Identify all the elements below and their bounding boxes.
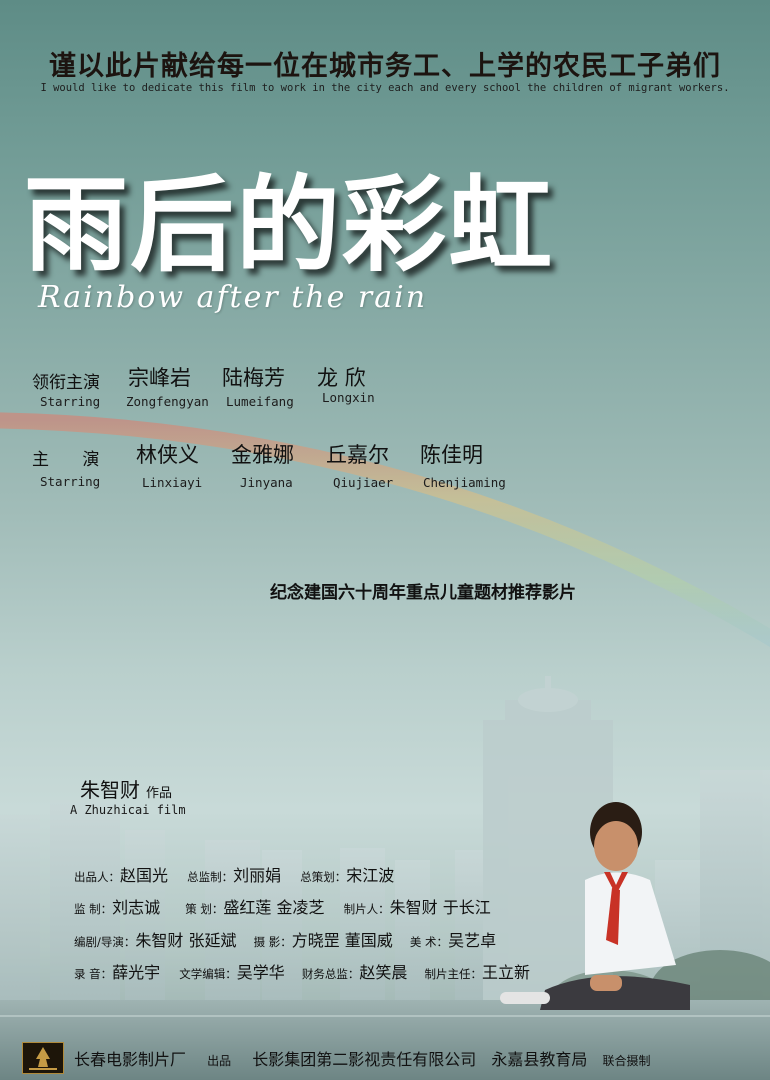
cast-name-1-en: Linxiayi <box>142 475 203 490</box>
cast-label-en: Starring <box>40 474 101 489</box>
crew-role: 制片主任： <box>424 967 482 981</box>
crew-name: 刘志诚 <box>112 898 161 917</box>
lead-cast-name-3: 龙 欣 <box>317 366 366 390</box>
crew-name: 薛光宇 <box>112 963 161 982</box>
studio-logo <box>22 1042 64 1074</box>
cast-name-3: 丘嘉尔 <box>326 443 389 467</box>
crew-name: 赵笑晨 <box>359 963 408 982</box>
crew-role: 财务总监： <box>301 967 360 981</box>
footer-produce: 出品 <box>207 1054 232 1068</box>
director-suffix: 作品 <box>146 786 173 801</box>
director-name: 朱智财 <box>80 778 140 802</box>
director-credit: 朱智财 作品 <box>80 774 172 803</box>
crew-role: 监 制： <box>74 902 113 916</box>
director-credit-en: A Zhuzhicai film <box>70 803 186 817</box>
footer-credits: 长春电影制片厂 出品 长影集团第二影视责任有限公司 永嘉县教育局 联合摄制 <box>74 1046 650 1070</box>
crew-role: 制片人： <box>343 902 390 916</box>
crew-role: 总监制： <box>187 870 234 884</box>
crew-role: 编剧/导演： <box>74 935 136 949</box>
footer-partner-2: 永嘉县教育局 <box>491 1050 588 1069</box>
lead-cast-name-2-en: Lumeifang <box>226 394 294 409</box>
dedication-english: I would like to dedicate this film to wo… <box>40 82 730 94</box>
crew-role: 录 音： <box>74 967 113 981</box>
crew-role: 文学编辑： <box>179 967 237 981</box>
footer-partner-1: 长影集团第二影视责任有限公司 <box>252 1050 477 1069</box>
cast-name-4-en: Chenjiaming <box>423 475 506 490</box>
lead-cast-name-1-en: Zongfengyan <box>126 394 209 409</box>
lead-cast-label: 领衔主演 <box>32 373 100 393</box>
crew-name: 吴艺卓 <box>448 931 497 950</box>
rainbow <box>0 412 770 648</box>
crew-name: 王立新 <box>481 963 530 982</box>
crew-role: 总策划： <box>300 870 347 884</box>
crew-name: 方晓罡 董国威 <box>291 931 393 950</box>
dedication-text: 谨以此片献给每一位在城市务工、上学的农民工子弟们 <box>49 51 721 82</box>
cast-name-2: 金雅娜 <box>231 443 294 467</box>
crew-row-3: 编剧/导演：朱智财 张延斌 摄 影：方晓罡 董国威 美 术：吴艺卓 <box>74 927 496 951</box>
crew-name: 盛红莲 金凌芝 <box>223 898 325 917</box>
crew-name: 朱智财 张延斌 <box>135 931 237 950</box>
cast-label: 主 演 <box>32 450 114 470</box>
movie-title: 雨后的彩虹 <box>24 164 555 286</box>
crew-role: 策 划： <box>185 902 224 916</box>
crew-name: 朱智财 于长江 <box>389 898 491 917</box>
lead-cast-name-1: 宗峰岩 <box>128 366 191 390</box>
crew-role: 摄 影： <box>253 935 292 949</box>
lead-cast-name-2: 陆梅芳 <box>222 366 285 390</box>
tagline: 纪念建国六十周年重点儿童题材推荐影片 <box>270 583 576 603</box>
crew-row-4: 录 音：薛光宇 文学编辑：吴学华 财务总监：赵笑晨 制片主任：王立新 <box>74 959 530 983</box>
movie-title-english: Rainbow after the rain <box>38 280 428 315</box>
cast-name-1: 林侠义 <box>136 443 199 467</box>
crew-role: 出品人： <box>74 870 120 884</box>
cast-name-2-en: Jinyana <box>240 475 293 490</box>
crew-row-1: 出品人：赵国光 总监制：刘丽娟 总策划：宋江波 <box>74 862 394 886</box>
lead-cast-label-en: Starring <box>40 394 101 409</box>
crew-name: 宋江波 <box>346 866 395 885</box>
boy-figure <box>500 802 690 1010</box>
studio-logo-icon <box>29 1047 57 1070</box>
cast-name-3-en: Qiujiaer <box>333 475 394 490</box>
cast-name-4: 陈佳明 <box>420 443 483 467</box>
footer-studio: 长春电影制片厂 <box>74 1050 187 1069</box>
crew-name: 刘丽娟 <box>233 866 282 885</box>
crew-role: 美 术： <box>409 935 449 949</box>
crew-name: 吴学华 <box>236 963 285 982</box>
crew-name: 赵国光 <box>120 866 169 885</box>
footer-joint: 联合摄制 <box>602 1054 651 1068</box>
lead-cast-name-3-en: Longxin <box>322 390 375 405</box>
crew-row-2: 监 制：刘志诚 策 划：盛红莲 金凌芝 制片人：朱智财 于长江 <box>74 894 491 918</box>
